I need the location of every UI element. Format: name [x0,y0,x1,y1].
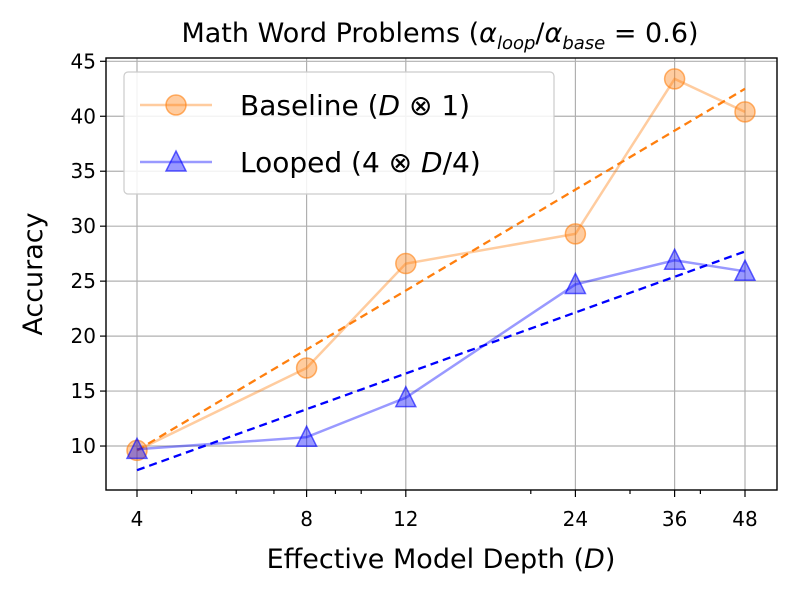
title-sub-loop: loop [497,33,535,54]
x-tick-label: 12 [393,507,418,531]
y-tick-label: 40 [71,104,96,128]
legend: Baseline (D ⊗ 1) Looped (4 ⊗ D/4) [123,71,555,195]
data-point-baseline [564,223,587,245]
legend-label-baseline: Baseline (D ⊗ 1) [240,89,470,122]
y-axis-label: Accuracy [18,212,49,335]
data-point-baseline [126,439,148,462]
y-tick-label: 20 [71,324,96,348]
data-point-looped [733,258,757,282]
y-tick-label: 35 [71,159,96,183]
x-tick-label: 48 [732,507,757,531]
data-point-looped [125,436,149,460]
trend-lines [136,87,746,472]
legend-marker-looped [164,149,188,172]
legend-label-looped: Looped (4 ⊗ D/4) [240,146,481,179]
data-point-looped [295,424,318,447]
y-tick-label: 30 [71,214,96,238]
data-point-baseline [663,68,686,90]
trend-line-baseline [136,87,746,452]
x-tick-label: 4 [131,507,144,531]
title-sub-base: base [562,33,605,54]
data-point-baseline [734,101,756,123]
legend-marker-baseline [165,94,187,116]
trend-line-looped [136,250,746,472]
x-axis-label: Effective Model Depth (D) [267,544,616,575]
plot-frame [105,57,778,491]
data-point-baseline [395,252,417,275]
series-line-baseline [136,77,746,452]
y-tick-label: 10 [71,434,96,458]
y-tick-label: 15 [71,379,96,403]
legend-box [123,71,555,195]
title-text-main: Math Word Problems ( [181,18,479,49]
data-point-looped [564,271,587,295]
data-point-baseline [295,357,318,379]
x-tick-label: 24 [563,507,588,531]
chart-title: Math Word Problems (αloop/αbase = 0.6) [181,18,698,54]
data-point-looped [663,247,686,271]
x-tick-label: 8 [300,507,313,531]
series-line-looped [136,259,746,451]
y-tick-label: 45 [71,49,96,73]
x-tick-label: 36 [662,507,687,531]
y-tick-label: 25 [71,269,96,293]
series-group [125,68,757,462]
data-point-looped [394,384,418,408]
